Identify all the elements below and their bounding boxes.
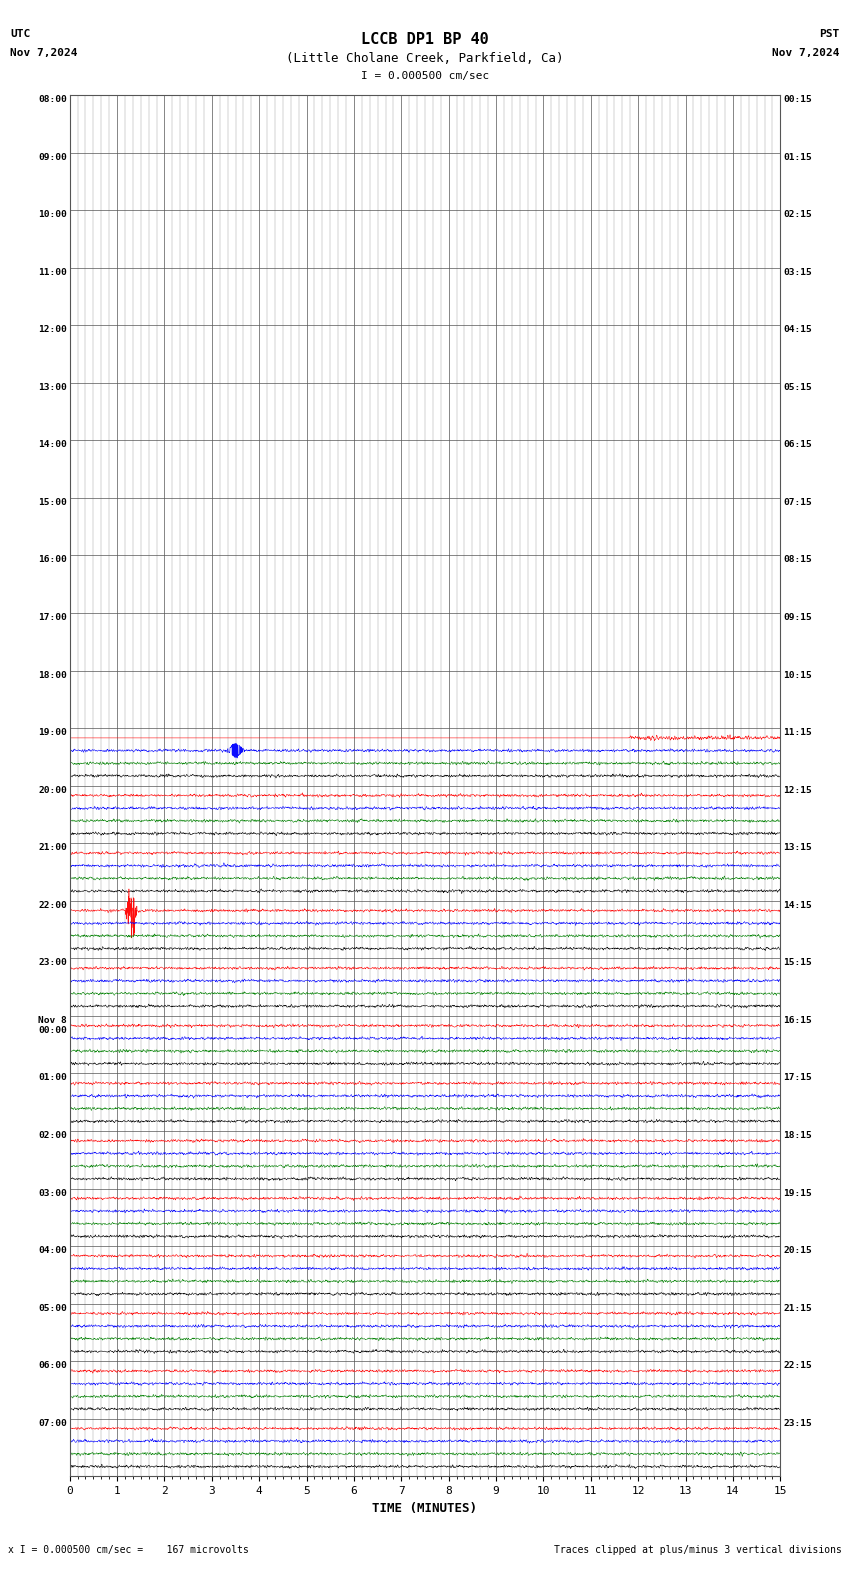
Text: 18:15: 18:15 (783, 1131, 812, 1140)
Text: 21:15: 21:15 (783, 1304, 812, 1313)
Text: 20:15: 20:15 (783, 1247, 812, 1255)
Text: Nov 7,2024: Nov 7,2024 (10, 48, 77, 57)
Text: 15:15: 15:15 (783, 958, 812, 968)
Text: 15:00: 15:00 (38, 497, 67, 507)
Text: 23:15: 23:15 (783, 1419, 812, 1427)
Text: UTC: UTC (10, 29, 31, 38)
Text: x I = 0.000500 cm/sec =    167 microvolts: x I = 0.000500 cm/sec = 167 microvolts (8, 1546, 249, 1555)
Text: 02:00: 02:00 (38, 1131, 67, 1140)
Text: 08:00: 08:00 (38, 95, 67, 105)
Text: 18:00: 18:00 (38, 670, 67, 680)
Text: 10:00: 10:00 (38, 211, 67, 219)
Text: 05:00: 05:00 (38, 1304, 67, 1313)
Text: 22:15: 22:15 (783, 1361, 812, 1370)
Text: 17:15: 17:15 (783, 1074, 812, 1082)
Text: 07:00: 07:00 (38, 1419, 67, 1427)
Text: 14:15: 14:15 (783, 901, 812, 909)
Text: 13:00: 13:00 (38, 383, 67, 391)
Text: 19:00: 19:00 (38, 729, 67, 737)
Text: 11:00: 11:00 (38, 268, 67, 277)
Text: 11:15: 11:15 (783, 729, 812, 737)
Text: 12:15: 12:15 (783, 786, 812, 795)
Text: 03:15: 03:15 (783, 268, 812, 277)
Text: 01:00: 01:00 (38, 1074, 67, 1082)
Text: PST: PST (819, 29, 840, 38)
Text: 07:15: 07:15 (783, 497, 812, 507)
Text: 21:00: 21:00 (38, 843, 67, 852)
Text: Nov 8
00:00: Nov 8 00:00 (38, 1015, 67, 1034)
Text: 09:15: 09:15 (783, 613, 812, 623)
Text: 08:15: 08:15 (783, 556, 812, 564)
Text: 13:15: 13:15 (783, 843, 812, 852)
Text: Nov 7,2024: Nov 7,2024 (773, 48, 840, 57)
Text: 00:15: 00:15 (783, 95, 812, 105)
Text: 06:15: 06:15 (783, 440, 812, 450)
Text: 09:00: 09:00 (38, 152, 67, 162)
Text: 20:00: 20:00 (38, 786, 67, 795)
Text: 19:15: 19:15 (783, 1188, 812, 1198)
Text: 22:00: 22:00 (38, 901, 67, 909)
Text: 04:15: 04:15 (783, 325, 812, 334)
Text: 05:15: 05:15 (783, 383, 812, 391)
Text: 01:15: 01:15 (783, 152, 812, 162)
Text: 10:15: 10:15 (783, 670, 812, 680)
Text: 04:00: 04:00 (38, 1247, 67, 1255)
Text: 03:00: 03:00 (38, 1188, 67, 1198)
Text: LCCB DP1 BP 40: LCCB DP1 BP 40 (361, 32, 489, 46)
Text: Traces clipped at plus/minus 3 vertical divisions: Traces clipped at plus/minus 3 vertical … (553, 1546, 842, 1555)
Text: 16:15: 16:15 (783, 1015, 812, 1025)
Text: 06:00: 06:00 (38, 1361, 67, 1370)
Text: 17:00: 17:00 (38, 613, 67, 623)
Text: 16:00: 16:00 (38, 556, 67, 564)
Text: 23:00: 23:00 (38, 958, 67, 968)
Text: (Little Cholane Creek, Parkfield, Ca): (Little Cholane Creek, Parkfield, Ca) (286, 52, 564, 65)
Text: I = 0.000500 cm/sec: I = 0.000500 cm/sec (361, 71, 489, 81)
Text: 14:00: 14:00 (38, 440, 67, 450)
X-axis label: TIME (MINUTES): TIME (MINUTES) (372, 1502, 478, 1514)
Text: 12:00: 12:00 (38, 325, 67, 334)
Text: 02:15: 02:15 (783, 211, 812, 219)
